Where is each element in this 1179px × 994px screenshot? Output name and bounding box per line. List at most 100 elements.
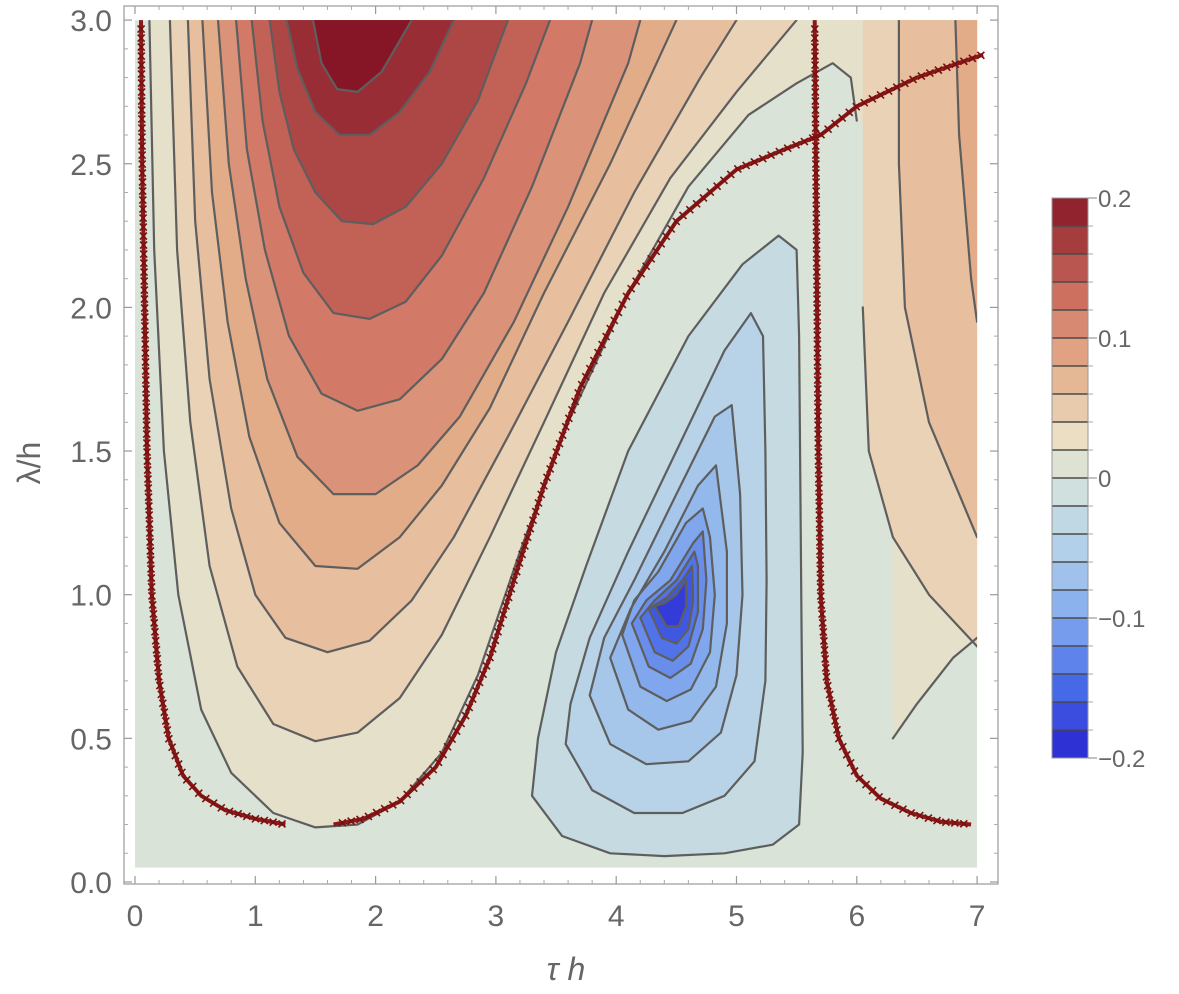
zero-contour-marker — [146, 537, 155, 547]
zero-contour-marker — [814, 457, 823, 466]
zero-contour-marker — [142, 447, 152, 457]
zero-contour-marker — [499, 610, 508, 619]
zero-contour-marker — [838, 113, 847, 122]
zero-contour-marker — [812, 295, 822, 304]
zero-contour-marker — [234, 809, 243, 818]
zero-contour-marker — [137, 115, 146, 124]
zero-contour-marker — [396, 796, 405, 805]
colorbar-tick-label: 0.1 — [1098, 326, 1131, 353]
zero-contour-marker — [900, 79, 909, 88]
zero-contour-marker — [812, 223, 821, 232]
contour-line — [609, 464, 728, 731]
zero-contour-marker — [813, 358, 822, 367]
zero-contour-marker — [976, 51, 985, 60]
zero-contour-marker — [811, 70, 820, 79]
zero-contour-marker — [364, 812, 373, 821]
zero-contour-marker — [758, 154, 767, 163]
zero-contour-marker — [602, 332, 611, 341]
zero-contour-marker — [137, 25, 146, 34]
zero-contour-marker — [225, 807, 234, 816]
zero-contour-marker — [138, 160, 147, 169]
zero-contour-marker — [822, 672, 831, 681]
zero-contour-marker — [168, 743, 177, 752]
zero-contour-marker — [726, 170, 735, 179]
colorbar-band — [1052, 730, 1088, 758]
zero-contour-marker — [457, 719, 466, 728]
zero-contour-marker — [161, 717, 170, 726]
zero-contour-marker — [143, 456, 152, 466]
zero-contour-marker — [145, 510, 154, 520]
contour-line — [285, 20, 455, 137]
zero-contour-marker — [468, 695, 477, 704]
zero-contour-marker — [811, 115, 820, 124]
x-tick-label: 1 — [247, 900, 264, 933]
zero-contour-marker — [555, 439, 564, 448]
zero-contour-marker — [137, 79, 146, 88]
zero-contour-marker — [174, 759, 183, 769]
zero-contour-marker — [537, 490, 546, 499]
contour-line — [630, 530, 708, 680]
zero-contour-marker — [815, 529, 824, 538]
zero-contour-marker — [824, 125, 833, 134]
zero-contour-marker — [614, 308, 623, 317]
zero-contour-marker — [814, 421, 823, 430]
zero-contour-marker — [829, 708, 838, 717]
zero-contour-marker — [845, 108, 854, 117]
zero-contour-marker — [811, 133, 820, 142]
zero-contour-marker — [153, 663, 163, 672]
zero-contour-marker — [733, 164, 742, 174]
zero-contour-marker — [820, 645, 829, 654]
zero-contour-marker — [838, 742, 847, 751]
zero-contour-marker — [443, 742, 452, 751]
zero-contour-marker — [482, 661, 491, 670]
zero-contour-marker — [242, 812, 251, 821]
zero-contour-marker — [491, 636, 500, 645]
colorbar-band — [1052, 198, 1088, 226]
zero-contour-marker — [775, 147, 784, 156]
zero-contour-marker — [182, 775, 191, 784]
zero-contour-marker — [678, 211, 688, 220]
zero-contour-marker — [151, 636, 160, 645]
zero-contour-marker — [534, 498, 543, 508]
zero-contour-marker — [140, 322, 150, 331]
zero-contour-marker — [622, 292, 631, 301]
zero-contour-marker — [811, 142, 820, 151]
zero-contour-marker — [145, 519, 154, 529]
zero-contour-marker — [813, 340, 822, 349]
zero-contour-marker — [882, 797, 891, 806]
y-tick-label: 2.5 — [70, 149, 112, 182]
zero-contour-marker — [932, 816, 942, 825]
zero-contour-marker — [812, 286, 822, 295]
zero-contour-marker — [150, 618, 159, 627]
zero-contour-marker — [143, 465, 152, 475]
zero-contour-marker — [140, 295, 149, 304]
zero-contour-marker — [868, 786, 877, 795]
zero-contour-marker — [907, 809, 916, 818]
zero-contour-marker — [924, 813, 933, 823]
zero-contour-marker — [823, 681, 832, 690]
zero-contour-marker — [667, 224, 676, 233]
zero-contour-marker — [815, 511, 824, 520]
contour-line — [268, 20, 509, 226]
zero-contour-marker — [832, 725, 842, 734]
zero-contour-marker — [209, 799, 218, 808]
contour-line — [168, 20, 798, 743]
zero-contour-marker — [815, 493, 824, 502]
zero-contour-marker — [488, 644, 497, 654]
zero-contour-marker — [783, 144, 792, 153]
zero-contour-marker — [138, 169, 147, 178]
zero-contour-marker — [814, 475, 823, 484]
zero-contour-marker — [842, 750, 851, 759]
zero-contour-markers — [137, 20, 985, 828]
zero-contour-marker — [388, 800, 397, 809]
zero-contour-marker — [512, 567, 521, 576]
zero-contour-marker — [146, 555, 155, 565]
zero-contour-marker — [147, 573, 156, 583]
zero-contour-marker — [941, 818, 950, 827]
x-tick-label: 5 — [728, 900, 745, 933]
contour-line — [311, 20, 413, 93]
contour-fill — [313, 20, 412, 92]
zero-contour-marker — [812, 187, 821, 196]
zero-contour-marker — [501, 601, 511, 611]
